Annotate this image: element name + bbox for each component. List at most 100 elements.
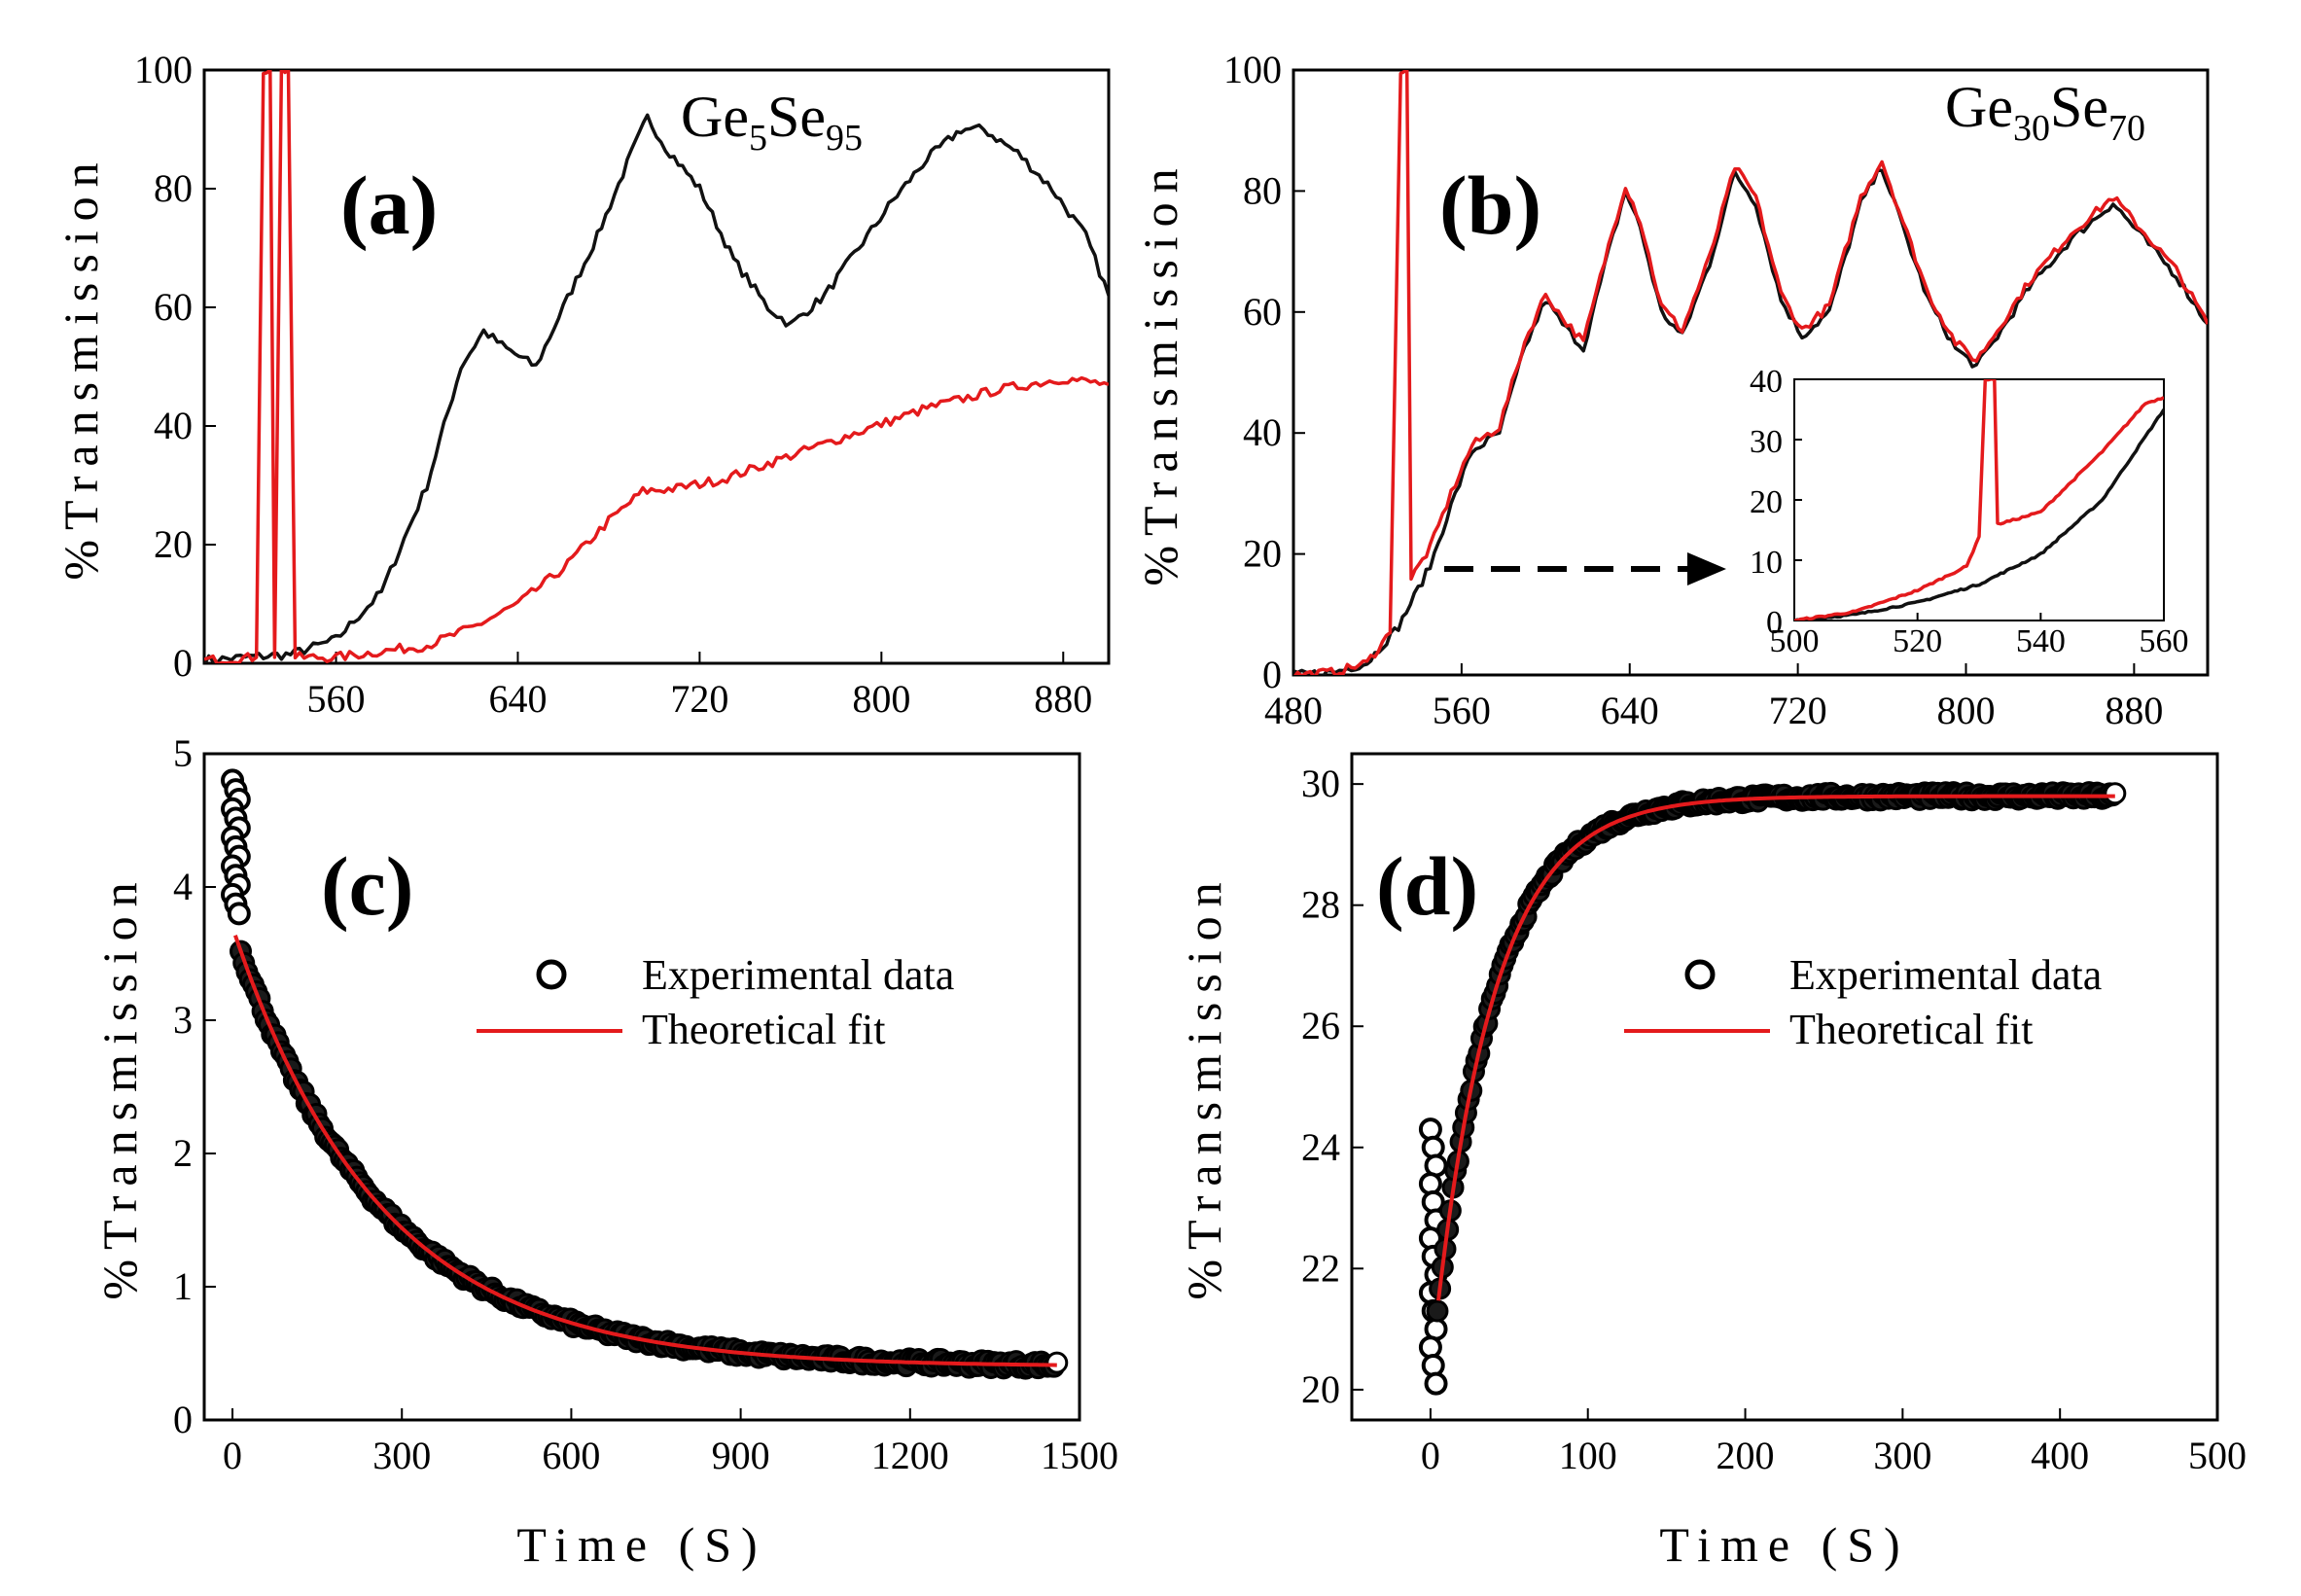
series-line-red: [204, 70, 1109, 663]
panel-b-x-tick-label: 880: [2105, 689, 2163, 732]
inset-y-tick-label: 0: [1766, 605, 1783, 641]
panel-c-y-tick-label: 2: [173, 1131, 193, 1175]
panel-a-frame: [202, 68, 1111, 665]
panel-c-x-tick-label: 0: [223, 1434, 242, 1477]
experimental-data-marker: [1418, 1172, 1442, 1196]
inset-x-tick-label: 500: [1770, 623, 1820, 659]
panel-c: 0 300 600 900 1200 1500 0 1 2 3 4 5 %Transmission T…: [92, 731, 1118, 1572]
experimental-data-marker: [227, 902, 251, 926]
inset-y-tick-label: 40: [1750, 364, 1783, 400]
panel-d-ylabel: %Transmission: [1177, 872, 1231, 1299]
panel-a-y-tick-label: 80: [154, 166, 193, 210]
panel-c-ticks: 0 300 600 900 1200 1500 0 1 2 3 4 5: [173, 731, 1118, 1477]
inset-x-tick-label: 540: [2016, 623, 2066, 659]
panel-b-y-tick-label: 0: [1262, 653, 1282, 696]
inset-x-tick-label: 520: [1893, 623, 1942, 659]
experimental-data-marker: [1418, 1117, 1442, 1142]
panel-d-y-tick-label: 26: [1301, 1004, 1340, 1047]
panel-c-series: [221, 768, 1069, 1380]
panel-c-x-tick-label: 600: [542, 1434, 600, 1477]
panel-b-y-tick-label: 80: [1243, 168, 1282, 212]
panel-b-x-tick-label: 800: [1936, 689, 1995, 732]
inset-y-tick-label: 10: [1750, 545, 1783, 581]
panel-b-x-tick-label: 640: [1601, 689, 1659, 732]
inset-ticks: 500 520 540 560 0 10 20 30 40: [1750, 364, 2189, 659]
panel-b-label: (b): [1439, 159, 1541, 252]
panel-d-x-tick-label: 200: [1717, 1434, 1775, 1477]
series-line-black: [204, 113, 1109, 663]
legend-experimental-marker: [536, 959, 567, 990]
series-line-black: [1794, 408, 2164, 621]
panel-c-xlabel: Time (S): [516, 1517, 766, 1572]
panel-c-label: (c): [321, 839, 413, 933]
panel-c-y-tick-label: 5: [173, 731, 193, 775]
panel-c-y-tick-label: 3: [173, 998, 193, 1042]
panel-a-y-tick-label: 100: [134, 48, 193, 91]
panel-c-x-tick-label: 1200: [871, 1434, 949, 1477]
inset-arrow-head: [1687, 552, 1726, 585]
panel-a-composition: Ge5Se95: [681, 85, 863, 159]
legend-fit-label: Theoretical fit: [1789, 1006, 2033, 1053]
panel-c-x-tick-label: 1500: [1041, 1434, 1118, 1477]
panel-a-ylabel: %Transmission: [53, 153, 108, 580]
panel-b-y-tick-label: 60: [1243, 290, 1282, 334]
panel-d-y-tick-label: 28: [1301, 883, 1340, 927]
theoretical-fit-line: [1436, 794, 2115, 1301]
panel-a-y-tick-label: 40: [154, 404, 193, 447]
series-line-red: [1293, 70, 2208, 675]
panel-d-x-tick-label: 100: [1559, 1434, 1617, 1477]
panel-a-x-tick-label: 560: [307, 677, 366, 721]
panel-a-y-tick-label: 0: [173, 641, 193, 685]
panel-a: 560 640 720 800 880 0 20 40 60 80 100 %Transmissio…: [53, 48, 1111, 721]
panel-a-x-tick-label: 720: [670, 677, 728, 721]
theoretical-fit-line: [233, 935, 1057, 1367]
inset-y-tick-label: 20: [1750, 484, 1783, 520]
panel-a-x-tick-label: 880: [1034, 677, 1092, 721]
panel-b-y-tick-label: 20: [1243, 532, 1282, 576]
panel-c-y-tick-label: 1: [173, 1264, 193, 1308]
panel-d-x-tick-label: 300: [1873, 1434, 1931, 1477]
panel-c-ylabel: %Transmission: [92, 872, 147, 1299]
panel-b-y-tick-label: 100: [1223, 48, 1282, 91]
experimental-data-marker: [1045, 1351, 1069, 1374]
legend-experimental-label: Experimental data: [1789, 951, 2102, 999]
inset-x-tick-label: 560: [2140, 623, 2189, 659]
panel-b-y-tick-label: 40: [1243, 410, 1282, 454]
experimental-data-marker: [1421, 1135, 1445, 1159]
panel-c-x-tick-label: 300: [372, 1434, 431, 1477]
panel-d-x-tick-label: 0: [1421, 1434, 1440, 1477]
panel-d-y-tick-label: 22: [1301, 1246, 1340, 1290]
inset-series: [1794, 379, 2164, 621]
experimental-data-marker: [1421, 1353, 1445, 1377]
legend-fit-label: Theoretical fit: [642, 1006, 885, 1053]
legend-experimental-label: Experimental data: [642, 951, 954, 999]
panel-b-x-tick-label: 480: [1264, 689, 1323, 732]
panel-d-series: [1418, 781, 2127, 1396]
panel-b-composition: Ge30Se70: [1945, 75, 2145, 149]
panel-d-y-tick-label: 30: [1301, 762, 1340, 805]
panel-a-label: (a): [340, 159, 438, 252]
panel-b-frame: [1292, 68, 2210, 677]
panel-a-series: [204, 70, 1109, 663]
panel-d-ticks: 0 100 200 300 400 500 20 22 24 26 28 30: [1301, 762, 2247, 1477]
panel-d-x-tick-label: 400: [2031, 1434, 2089, 1477]
panel-a-ticks: 560 640 720 800 880 0 20 40 60 80 100: [134, 48, 1092, 721]
panel-b-x-tick-label: 560: [1433, 689, 1491, 732]
series-line-black: [1293, 167, 2208, 675]
panel-c-x-tick-label: 900: [712, 1434, 770, 1477]
panel-d-y-tick-label: 24: [1301, 1125, 1340, 1169]
experimental-data-marker: [1426, 1299, 1449, 1323]
panel-d-label: (d): [1376, 839, 1478, 933]
panel-d-xlabel: Time (S): [1659, 1517, 1909, 1572]
panel-c-frame: [202, 752, 1081, 1422]
panel-d: 0 100 200 300 400 500 20 22 24 26 28 30 %Transmissi…: [1177, 752, 2247, 1572]
experimental-data-marker: [1418, 1335, 1442, 1360]
panel-b-series: [1293, 70, 2208, 675]
panel-a-x-tick-label: 800: [852, 677, 910, 721]
panel-b-ylabel: %Transmission: [1133, 159, 1187, 585]
panel-c-y-tick-label: 4: [173, 865, 193, 908]
experimental-data-marker: [2104, 782, 2127, 805]
